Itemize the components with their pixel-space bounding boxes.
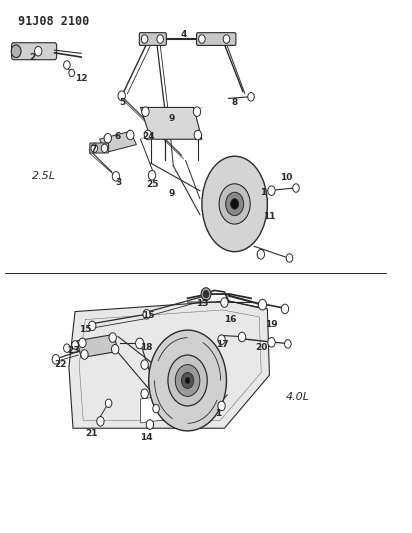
Text: 20: 20 xyxy=(255,343,267,352)
Text: 19: 19 xyxy=(265,320,278,329)
Circle shape xyxy=(168,355,207,406)
FancyBboxPatch shape xyxy=(197,33,236,45)
Circle shape xyxy=(231,199,239,209)
Circle shape xyxy=(268,186,275,196)
Circle shape xyxy=(221,298,228,308)
Circle shape xyxy=(112,344,119,354)
Circle shape xyxy=(69,69,75,77)
Text: 2: 2 xyxy=(29,53,35,62)
Polygon shape xyxy=(77,334,118,358)
Polygon shape xyxy=(140,108,202,139)
Circle shape xyxy=(268,337,275,347)
Circle shape xyxy=(141,360,148,369)
Circle shape xyxy=(81,350,88,359)
Text: 14: 14 xyxy=(140,433,153,442)
Circle shape xyxy=(89,321,96,330)
Text: 18: 18 xyxy=(140,343,153,352)
Circle shape xyxy=(52,354,59,364)
Circle shape xyxy=(143,310,150,319)
Circle shape xyxy=(104,133,112,143)
Circle shape xyxy=(203,290,209,298)
Text: 24: 24 xyxy=(143,132,155,141)
Circle shape xyxy=(142,107,149,116)
Text: 4: 4 xyxy=(180,30,187,39)
Circle shape xyxy=(63,61,70,69)
Ellipse shape xyxy=(202,156,267,252)
Text: 9: 9 xyxy=(168,189,174,198)
Circle shape xyxy=(193,107,201,116)
Text: 16: 16 xyxy=(224,315,237,324)
Text: 8: 8 xyxy=(232,98,238,107)
Text: 1: 1 xyxy=(215,409,221,418)
Circle shape xyxy=(185,377,190,384)
Text: 23: 23 xyxy=(67,346,79,355)
Circle shape xyxy=(257,249,265,259)
Circle shape xyxy=(35,46,42,56)
Circle shape xyxy=(101,144,108,152)
Circle shape xyxy=(218,401,225,411)
Circle shape xyxy=(63,344,70,352)
Circle shape xyxy=(199,35,205,43)
Text: 6: 6 xyxy=(115,132,121,141)
Text: 12: 12 xyxy=(75,74,87,83)
Text: 15: 15 xyxy=(143,311,155,320)
Circle shape xyxy=(176,365,200,397)
Circle shape xyxy=(105,399,112,408)
Text: 2.5L: 2.5L xyxy=(32,171,56,181)
FancyBboxPatch shape xyxy=(139,33,166,45)
Polygon shape xyxy=(69,301,269,428)
Text: 3: 3 xyxy=(115,178,121,187)
Circle shape xyxy=(112,172,119,181)
Circle shape xyxy=(238,332,246,342)
Ellipse shape xyxy=(149,330,227,431)
Circle shape xyxy=(148,171,156,180)
Circle shape xyxy=(258,300,267,310)
Circle shape xyxy=(91,144,98,152)
Text: 7: 7 xyxy=(90,146,97,155)
Circle shape xyxy=(293,184,299,192)
Polygon shape xyxy=(140,394,181,423)
Circle shape xyxy=(72,341,78,349)
Circle shape xyxy=(219,184,250,224)
Text: 21: 21 xyxy=(85,429,98,438)
Circle shape xyxy=(153,405,159,413)
Circle shape xyxy=(146,419,154,429)
Circle shape xyxy=(248,93,254,101)
Polygon shape xyxy=(100,131,136,152)
Text: 13: 13 xyxy=(196,299,208,308)
Circle shape xyxy=(286,254,293,262)
Text: 22: 22 xyxy=(54,360,67,369)
Text: 5: 5 xyxy=(119,98,125,107)
Circle shape xyxy=(218,335,225,344)
Circle shape xyxy=(285,340,291,348)
Circle shape xyxy=(181,373,194,389)
Text: 17: 17 xyxy=(216,341,229,350)
Circle shape xyxy=(118,91,125,101)
Circle shape xyxy=(226,192,243,216)
Text: 11: 11 xyxy=(263,212,276,221)
Circle shape xyxy=(136,338,144,349)
FancyBboxPatch shape xyxy=(90,143,109,153)
Circle shape xyxy=(141,389,148,399)
Circle shape xyxy=(157,35,164,43)
Text: 1: 1 xyxy=(260,188,267,197)
Circle shape xyxy=(126,130,134,140)
Circle shape xyxy=(281,304,289,314)
Text: 15: 15 xyxy=(79,325,91,334)
Circle shape xyxy=(144,130,152,140)
Text: 9: 9 xyxy=(168,114,174,123)
Text: 91J08 2100: 91J08 2100 xyxy=(18,14,89,28)
Circle shape xyxy=(97,417,104,426)
Text: 10: 10 xyxy=(280,173,292,182)
Circle shape xyxy=(223,35,230,43)
Circle shape xyxy=(141,35,148,43)
Circle shape xyxy=(109,333,116,342)
FancyBboxPatch shape xyxy=(12,43,56,60)
Circle shape xyxy=(11,45,21,58)
Circle shape xyxy=(79,338,86,348)
Circle shape xyxy=(194,130,201,140)
Circle shape xyxy=(201,288,211,301)
Text: 4.0L: 4.0L xyxy=(286,392,310,402)
Text: 25: 25 xyxy=(147,180,159,189)
